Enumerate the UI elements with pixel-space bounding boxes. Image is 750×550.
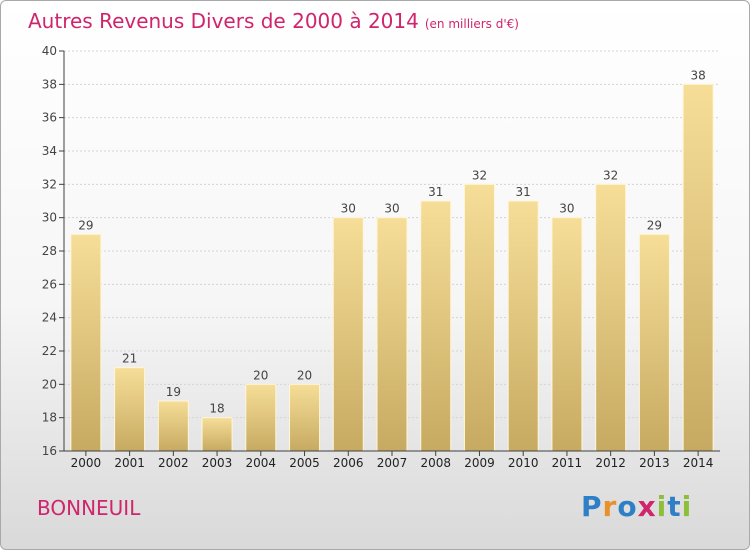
brand-letter: r: [602, 490, 618, 523]
bar: [114, 367, 146, 452]
bar: [157, 400, 189, 452]
data-label: 18: [209, 402, 224, 416]
x-tick-label: 2005: [289, 456, 320, 470]
location-label: BONNEUIL: [37, 496, 141, 520]
data-label: 30: [384, 202, 399, 216]
bar: [70, 233, 102, 452]
data-label: 30: [341, 202, 356, 216]
bar: [682, 83, 714, 452]
y-tick-label: 34: [42, 144, 57, 158]
y-tick-label: 16: [42, 444, 57, 458]
data-label: 29: [647, 218, 662, 232]
data-label: 31: [516, 185, 531, 199]
y-tick-label: 24: [42, 311, 57, 325]
data-label: 19: [166, 385, 181, 399]
brand-letter: P: [581, 490, 603, 523]
y-tick-label: 22: [42, 344, 57, 358]
x-tick-label: 2014: [683, 456, 714, 470]
x-tick-label: 2002: [158, 456, 189, 470]
labels: 16 18 20 22 24 26 28 30 32 34 36 38 40 29 2000 21 2001 19…: [42, 44, 714, 470]
x-tick-label: 2000: [71, 456, 102, 470]
bar: [289, 383, 321, 452]
chart-title: Autres Revenus Divers de 2000 à 2014 (en …: [28, 9, 519, 33]
x-tick-label: 2012: [595, 456, 626, 470]
y-tick-label: 36: [42, 111, 57, 125]
x-tick-label: 2001: [114, 456, 145, 470]
bar: [463, 183, 495, 452]
x-tick-label: 2011: [552, 456, 583, 470]
x-tick-label: 2007: [377, 456, 408, 470]
bar: [638, 233, 670, 452]
y-tick-label: 30: [42, 211, 57, 225]
brand-letter: t: [667, 490, 682, 523]
y-tick-label: 26: [42, 277, 57, 291]
bar: [551, 217, 583, 452]
bar: [507, 200, 539, 452]
x-tick-label: 2008: [420, 456, 451, 470]
x-tick-label: 2003: [202, 456, 233, 470]
bar: [245, 383, 277, 452]
data-label: 21: [122, 352, 137, 366]
brand-letter: x: [637, 490, 657, 523]
y-tick-label: 32: [42, 177, 57, 191]
title-text: Autres Revenus Divers de 2000 à 2014: [28, 9, 419, 33]
data-label: 30: [559, 202, 574, 216]
brand-letter: i: [656, 490, 668, 523]
brand-logo: Proxiti: [581, 490, 692, 523]
data-label: 29: [78, 218, 93, 232]
title-unit: (en milliers d'€): [424, 17, 519, 31]
y-tick-label: 20: [42, 377, 57, 391]
data-label: 32: [472, 168, 487, 182]
data-label: 31: [428, 185, 443, 199]
y-tick-label: 40: [42, 44, 57, 58]
x-tick-label: 2006: [333, 456, 364, 470]
bar: [376, 217, 408, 452]
y-tick-label: 28: [42, 244, 57, 258]
bars: [70, 83, 714, 452]
bar: [332, 217, 364, 452]
axes: [59, 50, 720, 456]
brand-letter: o: [617, 490, 638, 523]
x-tick-label: 2004: [246, 456, 277, 470]
brand-letter: i: [681, 490, 693, 523]
x-tick-label: 2009: [464, 456, 495, 470]
data-label: 32: [603, 168, 618, 182]
bar: [595, 183, 627, 452]
x-tick-label: 2013: [639, 456, 670, 470]
data-label: 20: [297, 368, 312, 382]
bar: [420, 200, 452, 452]
y-tick-label: 38: [42, 77, 57, 91]
bar: [201, 417, 233, 452]
data-label: 20: [253, 368, 268, 382]
y-tick-label: 18: [42, 411, 57, 425]
data-label: 38: [690, 68, 705, 82]
x-tick-label: 2010: [508, 456, 539, 470]
